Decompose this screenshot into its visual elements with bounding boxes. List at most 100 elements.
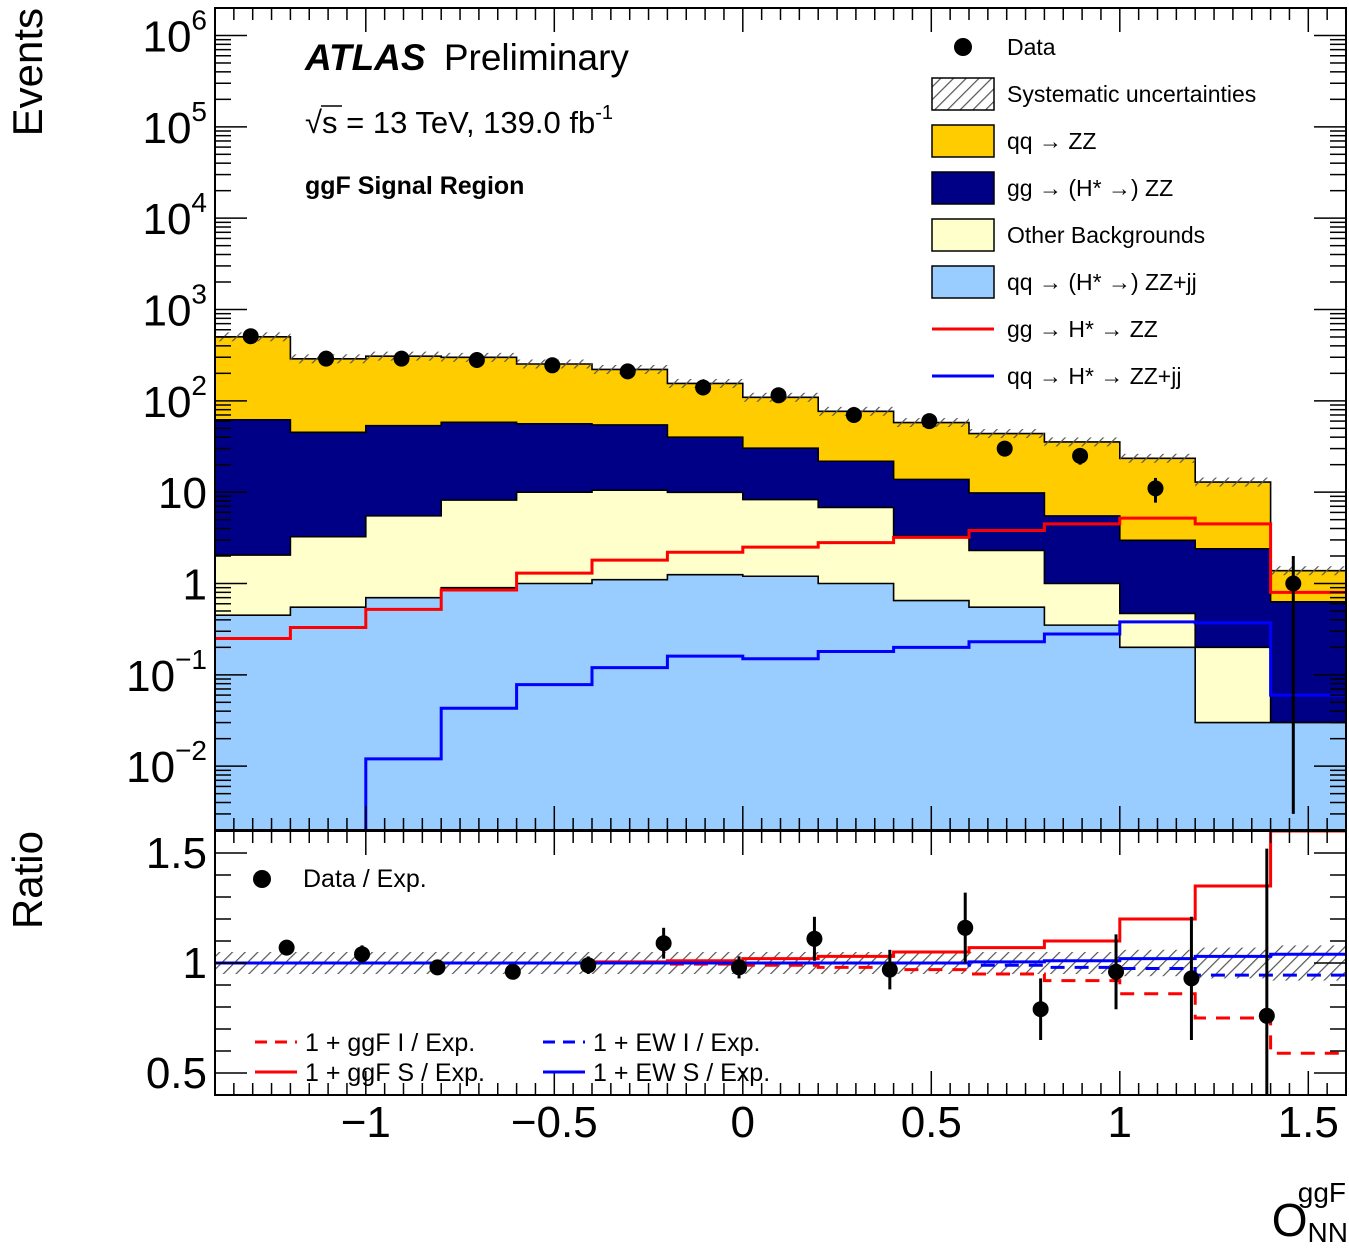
y-tick-label: 104	[142, 187, 207, 244]
ratio-line-3	[215, 952, 1346, 965]
x-tick-label: −0.5	[511, 1098, 598, 1147]
syst-band-bin	[969, 429, 1045, 439]
ratio-point	[580, 957, 597, 974]
main-x-ticks	[214, 8, 1347, 830]
ratio-line-2	[215, 961, 1346, 977]
data-point	[1285, 575, 1302, 592]
data-point	[695, 379, 712, 396]
legend-label: gg → H* → ZZ	[1007, 316, 1158, 342]
y-axis-label-events: Events	[4, 8, 51, 136]
ratio-point	[1032, 1001, 1049, 1018]
ratio-legend-label: 1 + EW S / Exp.	[593, 1059, 770, 1087]
y-tick-label: 103	[142, 278, 207, 335]
ratio-y-tick-label: 0.5	[146, 1049, 207, 1098]
ratio-point	[806, 930, 823, 947]
syst-band-bin	[1270, 566, 1346, 576]
legend-hatch-swatch	[931, 77, 995, 111]
y-tick-label-base: 1	[183, 560, 207, 609]
data-point	[242, 328, 259, 345]
ratio-band-bin	[1119, 949, 1196, 977]
x-axis-label-sup: ggF	[1298, 1177, 1346, 1208]
y-tick-label-exp: 3	[191, 278, 207, 309]
x-tick-label: 1.5	[1278, 1098, 1339, 1147]
ratio-point	[1183, 970, 1200, 987]
data-points	[242, 328, 1302, 814]
data-point	[544, 357, 561, 374]
ratio-x-ticks: −1 −0.5 0 0.5 1 1.5	[214, 831, 1347, 1147]
ratio-point	[957, 919, 974, 936]
data-point	[921, 413, 938, 430]
lumi-exponent: -1	[595, 102, 613, 124]
y-tick-label: 10−1	[126, 644, 207, 701]
ratio-band-bin	[1195, 947, 1271, 979]
x-axis-label-base: O	[1272, 1194, 1308, 1246]
signal-lines	[215, 516, 1346, 830]
y-tick-label: 10	[158, 469, 207, 518]
ratio-data-points	[278, 848, 1275, 1095]
y-tick-label-base: 10	[142, 378, 191, 427]
ratio-legend-label: 1 + EW I / Exp.	[593, 1029, 760, 1057]
legend-label: qq → (H* →) ZZ+jj	[1007, 269, 1197, 295]
signal-line-0	[215, 516, 1346, 640]
x-tick-label: 0	[731, 1098, 755, 1147]
atlas-label: ATLAS	[304, 37, 426, 78]
preliminary-label: Preliminary	[444, 37, 630, 78]
y-tick-label-exp: 5	[191, 96, 207, 127]
legend-label: qq → ZZ	[1007, 128, 1096, 154]
syst-band-bin	[1119, 453, 1196, 463]
x-axis-label-sub: NN	[1308, 1217, 1348, 1248]
signal-line-1	[364, 620, 1346, 830]
y-tick-label-exp: 2	[191, 370, 207, 401]
legend-label: Systematic uncertainties	[1007, 81, 1256, 107]
y-tick-label-exp: 6	[191, 4, 207, 35]
ratio-point	[429, 959, 446, 976]
y-tick-label: 105	[142, 96, 207, 153]
ratio-point	[731, 959, 748, 976]
y-tick-label-base: 10	[142, 104, 191, 153]
ratio-line-1	[215, 831, 1346, 965]
legend-fill-swatch	[931, 171, 995, 205]
y-tick-label-base: 10	[142, 286, 191, 335]
y-tick-label: 102	[142, 370, 207, 427]
legend-fill-swatch	[931, 218, 995, 252]
energy-label: s = 13 TeV, 139.0 fb	[322, 105, 595, 140]
legend-marker-data	[954, 38, 972, 56]
y-tick-label: 10−2	[126, 735, 207, 792]
ratio-legend: Data / Exp. 1 + ggF I / Exp.1 + ggF S / E…	[253, 865, 770, 1087]
sqrt-sign: √	[305, 105, 322, 140]
ratio-point	[655, 935, 672, 952]
ratio-y-tick-label: 1.5	[146, 829, 207, 878]
y-tick-label-exp: 4	[191, 187, 207, 218]
ratio-legend-label: 1 + ggF S / Exp.	[305, 1059, 485, 1087]
x-tick-label: −1	[341, 1098, 391, 1147]
region-label: ggF Signal Region	[305, 172, 524, 200]
y-tick-label-base: 10	[126, 743, 175, 792]
legend-fill-swatch	[931, 265, 995, 299]
y-tick-label: 1	[183, 560, 207, 609]
ratio-point	[504, 963, 521, 980]
x-tick-label: 0.5	[901, 1098, 962, 1147]
data-point	[393, 350, 410, 367]
legend-label: Other Backgrounds	[1007, 222, 1205, 248]
data-point	[1072, 447, 1089, 464]
legend: Data Systematic uncertainties qq → ZZ gg → …	[931, 34, 1256, 389]
legend-label: Data	[1007, 34, 1056, 60]
x-tick-label: 1	[1108, 1098, 1132, 1147]
y-tick-label-base: 10	[158, 469, 207, 518]
svg-text:√s = 13 TeV, 139.0 fb-1: √s = 13 TeV, 139.0 fb-1	[305, 102, 613, 140]
ratio-point	[1108, 963, 1125, 980]
ratio-point	[1258, 1007, 1275, 1024]
stack-fill-0	[215, 573, 1346, 830]
y-tick-label-base: 10	[142, 12, 191, 61]
ratio-y-tick-label: 1	[183, 939, 207, 988]
y-tick-label-base: 10	[142, 195, 191, 244]
data-point	[1147, 480, 1164, 497]
syst-band-bin	[1195, 477, 1271, 487]
legend-label: qq → H* → ZZ+jj	[1007, 363, 1181, 389]
y-axis-label-ratio: Ratio	[4, 831, 51, 929]
svg-text:ATLAS Preliminary: ATLAS Preliminary	[304, 37, 629, 78]
legend-label: gg → (H* →) ZZ	[1007, 175, 1173, 201]
